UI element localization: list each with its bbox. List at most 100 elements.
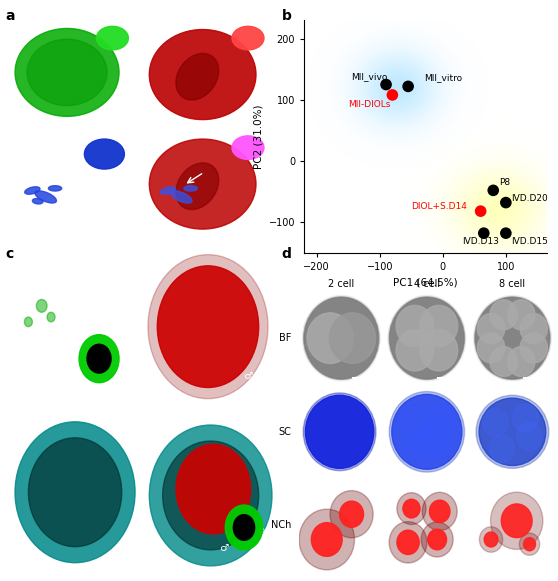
Circle shape — [508, 300, 535, 330]
Text: 4 cell: 4 cell — [414, 278, 440, 289]
Text: c: c — [6, 247, 14, 261]
Ellipse shape — [150, 30, 256, 120]
Circle shape — [25, 317, 32, 327]
Point — [502, 228, 511, 238]
Point — [403, 82, 412, 91]
Text: α-tubulin+DAPI: α-tubulin+DAPI — [150, 128, 209, 137]
Text: GFP: GFP — [14, 419, 28, 428]
Circle shape — [490, 492, 543, 550]
Ellipse shape — [424, 404, 456, 440]
Circle shape — [87, 345, 111, 373]
Point — [382, 80, 391, 89]
Ellipse shape — [489, 435, 515, 462]
Text: 2 cell: 2 cell — [328, 278, 354, 289]
Ellipse shape — [160, 187, 176, 194]
Ellipse shape — [479, 398, 546, 465]
Ellipse shape — [162, 441, 259, 550]
Ellipse shape — [84, 139, 124, 169]
Ellipse shape — [421, 424, 454, 459]
Circle shape — [478, 333, 505, 363]
Ellipse shape — [303, 393, 376, 471]
Circle shape — [396, 330, 434, 371]
X-axis label: PC1 (64.5%): PC1 (64.5%) — [393, 277, 458, 288]
Circle shape — [475, 297, 550, 379]
Text: Merge: Merge — [150, 419, 173, 428]
Circle shape — [422, 492, 457, 530]
Circle shape — [523, 537, 536, 551]
Text: ♀: ♀ — [257, 527, 265, 537]
Circle shape — [490, 346, 517, 376]
Circle shape — [47, 312, 55, 322]
Ellipse shape — [232, 26, 264, 50]
Text: BF: BF — [280, 333, 292, 343]
Ellipse shape — [15, 28, 119, 116]
Point — [476, 206, 485, 216]
Text: IVD.D15: IVD.D15 — [511, 237, 548, 246]
Circle shape — [79, 335, 119, 383]
Text: α-tubulin: α-tubulin — [150, 19, 184, 28]
Circle shape — [304, 297, 379, 379]
Circle shape — [430, 500, 450, 523]
Text: DAPI: DAPI — [14, 128, 32, 137]
Circle shape — [490, 300, 517, 330]
Text: IVD.D20: IVD.D20 — [511, 195, 547, 203]
Circle shape — [420, 306, 458, 347]
Text: P8: P8 — [499, 178, 511, 187]
Circle shape — [396, 306, 434, 347]
Text: a: a — [6, 9, 15, 23]
Text: d: d — [282, 247, 292, 261]
Circle shape — [479, 527, 503, 553]
Circle shape — [157, 266, 259, 388]
Ellipse shape — [517, 422, 542, 450]
Circle shape — [176, 444, 251, 534]
Ellipse shape — [35, 191, 56, 203]
Text: MII_vivo: MII_vivo — [352, 72, 388, 81]
Circle shape — [389, 522, 427, 563]
Text: MII-DIOLs: MII-DIOLs — [348, 101, 391, 109]
Ellipse shape — [28, 438, 122, 547]
Ellipse shape — [97, 26, 128, 50]
Ellipse shape — [27, 39, 107, 106]
Text: 5hmC: 5hmC — [150, 256, 172, 266]
Circle shape — [299, 509, 354, 570]
Text: GFP (SC): GFP (SC) — [14, 19, 47, 28]
Circle shape — [484, 532, 498, 547]
Text: b: b — [282, 9, 292, 23]
Point — [479, 228, 488, 238]
Ellipse shape — [15, 422, 135, 562]
Text: IVD.D13: IVD.D13 — [461, 237, 499, 246]
Text: 5mC: 5mC — [14, 256, 31, 266]
Circle shape — [420, 330, 458, 371]
Circle shape — [508, 346, 535, 376]
Circle shape — [340, 501, 364, 528]
Circle shape — [421, 522, 453, 557]
Circle shape — [403, 499, 420, 518]
Ellipse shape — [398, 404, 430, 440]
Text: NCh: NCh — [271, 521, 292, 530]
Ellipse shape — [389, 392, 464, 472]
Ellipse shape — [483, 408, 508, 436]
Circle shape — [428, 529, 446, 550]
Circle shape — [307, 313, 353, 364]
Ellipse shape — [184, 186, 198, 191]
Circle shape — [36, 299, 47, 312]
Ellipse shape — [176, 53, 219, 100]
Circle shape — [397, 530, 419, 554]
Ellipse shape — [171, 191, 192, 203]
Ellipse shape — [232, 136, 264, 159]
Ellipse shape — [392, 394, 462, 469]
Circle shape — [397, 493, 426, 525]
Circle shape — [225, 505, 263, 550]
Circle shape — [389, 297, 464, 379]
Ellipse shape — [49, 186, 62, 191]
Circle shape — [330, 490, 373, 538]
Circle shape — [520, 333, 547, 363]
Ellipse shape — [150, 425, 272, 566]
Circle shape — [478, 314, 505, 343]
Ellipse shape — [32, 199, 43, 204]
Text: ♂: ♂ — [243, 371, 253, 381]
Text: ♂: ♂ — [219, 543, 229, 553]
Ellipse shape — [176, 163, 219, 210]
Circle shape — [311, 523, 342, 557]
Text: 8 cell: 8 cell — [499, 278, 526, 289]
